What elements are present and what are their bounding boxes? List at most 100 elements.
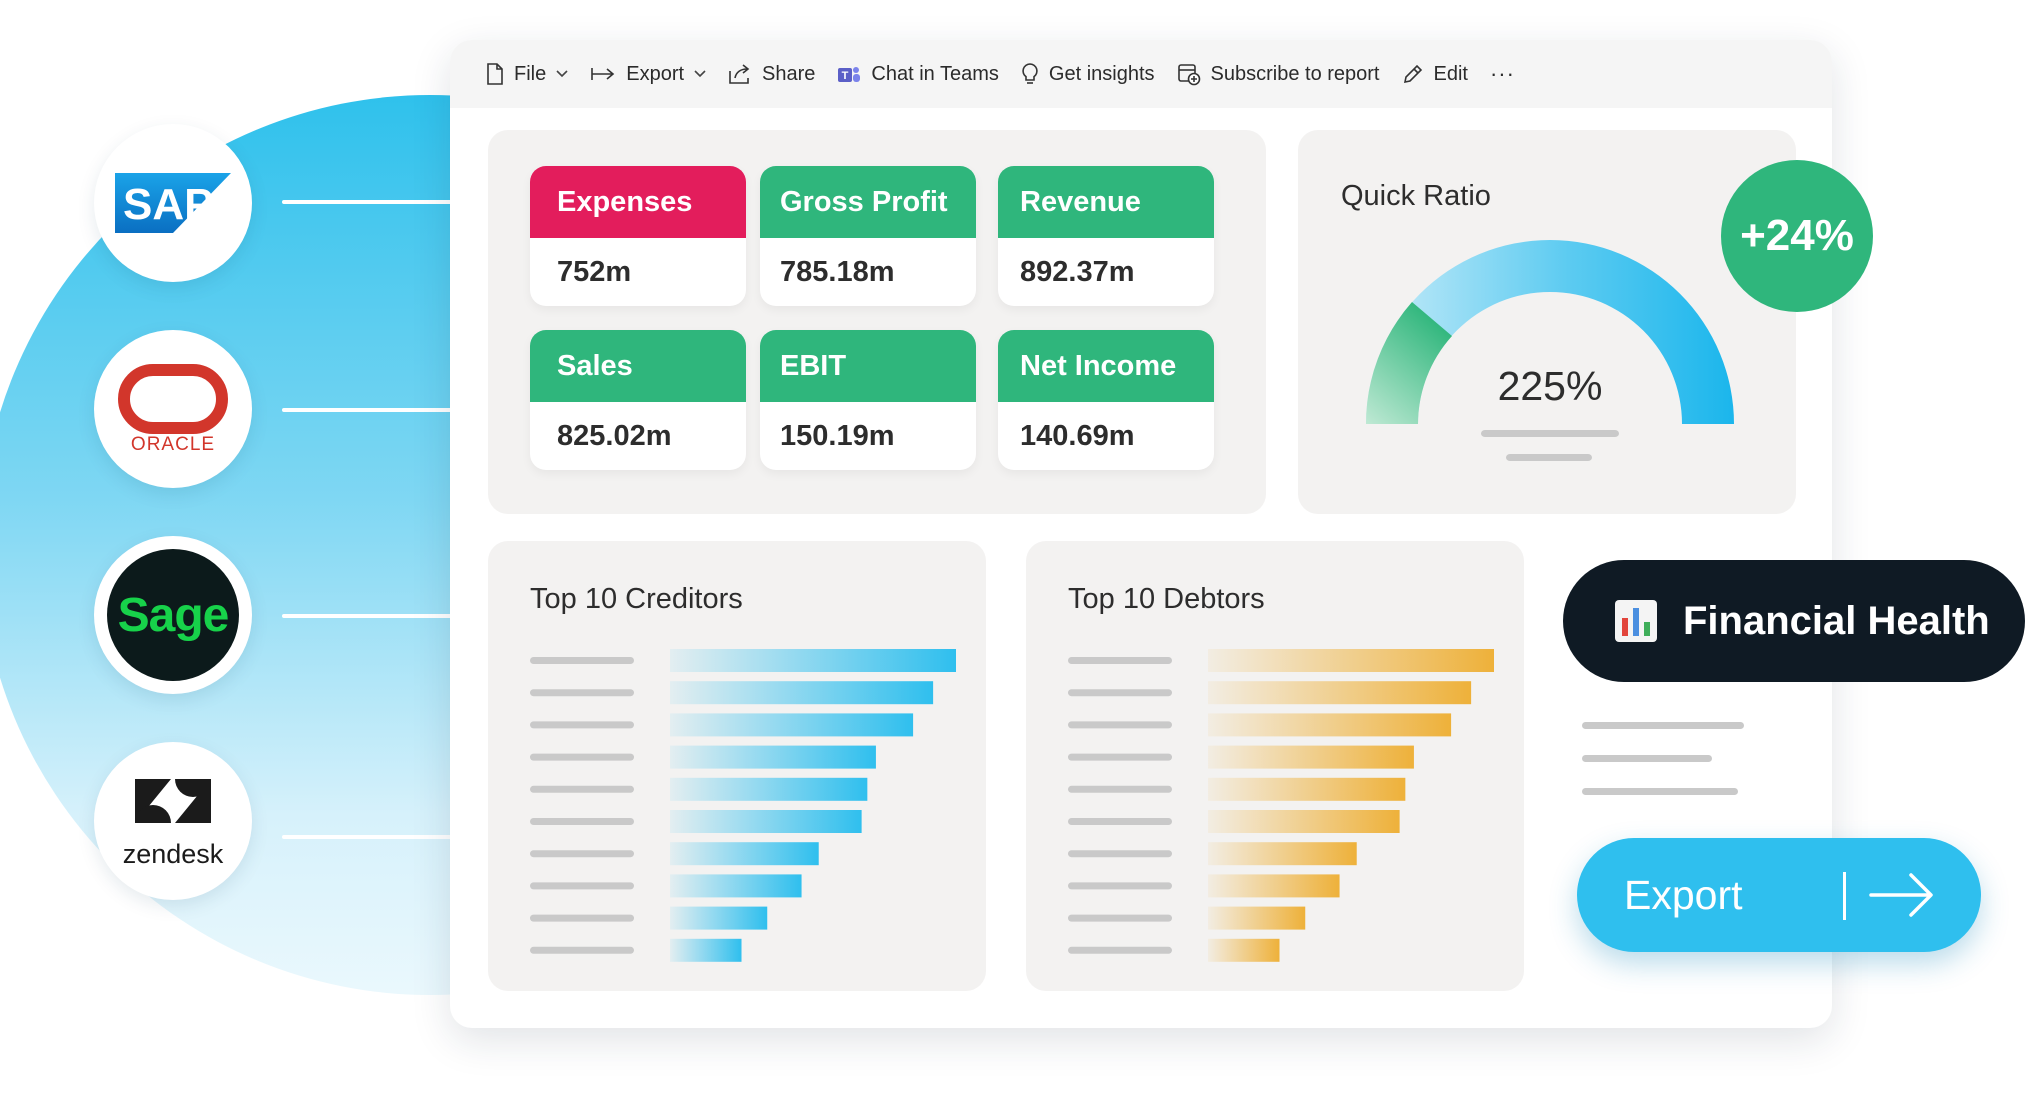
bar <box>1208 777 1406 801</box>
kpi-card-net-income[interactable]: Net Income 140.69m <box>998 330 1214 470</box>
skeleton-line <box>1582 755 1712 762</box>
toolbar-export-label: Export <box>626 62 685 85</box>
kpi-label: Revenue <box>998 166 1214 238</box>
bar <box>1208 938 1280 962</box>
connector-line <box>282 408 452 412</box>
zendesk-logo: zendesk <box>94 742 252 900</box>
kpi-card-expenses[interactable]: Expenses 752m <box>530 166 746 306</box>
sage-logo-text: Sage <box>117 588 230 642</box>
financial-health-label: Financial Health <box>1683 598 1990 643</box>
sage-logo: Sage <box>94 536 252 694</box>
toolbar-file-label: File <box>514 62 547 85</box>
export-button[interactable]: Export <box>1577 838 1981 952</box>
sap-logo-mark: SAP <box>115 173 231 233</box>
bar-label-placeholder <box>530 689 634 697</box>
kpi-card-ebit[interactable]: EBIT 150.19m <box>760 330 976 470</box>
bar <box>670 681 934 705</box>
bar-label-placeholder <box>1068 882 1172 890</box>
kpi-label: Expenses <box>530 166 746 238</box>
toolbar-subscribe[interactable]: Subscribe to report <box>1177 62 1380 86</box>
bar-label-placeholder <box>1068 914 1172 922</box>
bar <box>1208 842 1357 866</box>
toolbar-get-insights[interactable]: Get insights <box>1021 62 1155 86</box>
toolbar-share[interactable]: Share <box>728 63 815 86</box>
bar <box>1208 649 1494 672</box>
kpi-label: EBIT <box>760 330 976 402</box>
toolbar-export[interactable]: Export <box>590 63 706 86</box>
kpi-value: 892.37m <box>1020 255 1135 288</box>
toolbar-subscribe-label: Subscribe to report <box>1210 62 1380 85</box>
bar-chart-icon <box>1615 600 1657 642</box>
kpi-card-sales[interactable]: Sales 825.02m <box>530 330 746 470</box>
bar-label-placeholder <box>1068 721 1172 729</box>
toolbar-insights-label: Get insights <box>1048 62 1155 85</box>
quick-ratio-change-badge: +24% <box>1721 160 1873 312</box>
connector-line <box>282 200 452 204</box>
sap-logo: SAP <box>94 124 252 282</box>
quick-ratio-gauge: 225% <box>1365 240 1734 461</box>
kpi-value: 150.19m <box>780 419 895 452</box>
bar <box>1208 745 1414 769</box>
debtors-title: Top 10 Debtors <box>1068 583 1265 615</box>
bar <box>670 745 876 769</box>
bar-label-placeholder <box>530 850 634 858</box>
toolbar-file[interactable]: File <box>486 63 568 86</box>
chevron-down-icon <box>694 70 706 78</box>
kpi-label: Gross Profit <box>760 166 976 238</box>
kpi-card-gross-profit[interactable]: Gross Profit 785.18m <box>760 166 976 306</box>
oracle-logo: ORACLE <box>94 330 252 488</box>
bar-label-placeholder <box>530 753 634 761</box>
bar-label-placeholder <box>1068 689 1172 697</box>
toolbar-chat-in-teams[interactable]: T Chat in Teams <box>837 63 999 86</box>
zendesk-logo-mark: zendesk <box>123 779 224 869</box>
document-icon <box>487 63 503 85</box>
bar-label-placeholder <box>1068 785 1172 793</box>
top-creditors-panel: Top 10 Creditors <box>488 541 986 991</box>
sage-logo-disc: Sage <box>107 549 239 681</box>
skeleton-line <box>1506 454 1592 461</box>
bar-label-placeholder <box>1068 657 1172 664</box>
kpi-value: 825.02m <box>557 419 672 452</box>
bar-label-placeholder <box>530 946 634 954</box>
bar-label-placeholder <box>530 818 634 825</box>
kpi-card-revenue[interactable]: Revenue 892.37m <box>998 166 1214 306</box>
bar-label-placeholder <box>530 721 634 729</box>
bar <box>670 777 868 801</box>
quick-ratio-panel: Quick Ratio 225% <box>1298 130 1796 514</box>
skeleton-line <box>1582 788 1738 795</box>
export-button-label: Export <box>1624 871 1743 918</box>
subscribe-icon <box>1177 64 1200 86</box>
skeleton-line <box>1481 430 1619 437</box>
share-icon <box>729 64 750 84</box>
gauge-track <box>1366 240 1734 424</box>
debtors-bar-chart <box>1068 649 1494 962</box>
bar <box>670 842 819 866</box>
financial-health-button[interactable]: Financial Health <box>1563 560 2025 682</box>
creditors-bar-chart <box>530 649 956 962</box>
svg-text:T: T <box>842 70 849 82</box>
teams-icon: T <box>838 67 861 82</box>
bar <box>1208 906 1306 930</box>
bar-label-placeholder <box>1068 850 1172 858</box>
toolbar-edit[interactable]: Edit <box>1402 63 1468 86</box>
kpi-value: 140.69m <box>1020 419 1135 452</box>
export-divider <box>1843 872 1846 920</box>
toolbar-share-label: Share <box>762 62 816 85</box>
bar <box>1208 810 1400 833</box>
kpi-panel: Expenses 752m Gross Profit 785.18m Reven… <box>488 130 1266 514</box>
svg-text:ORACLE: ORACLE <box>131 434 215 454</box>
bar <box>670 906 768 930</box>
chevron-down-icon <box>556 70 568 78</box>
svg-text:SAP: SAP <box>123 180 213 229</box>
top-debtors-panel: Top 10 Debtors <box>1026 541 1524 991</box>
lightbulb-icon <box>1022 63 1038 84</box>
bar-label-placeholder <box>530 914 634 922</box>
bar <box>670 713 914 737</box>
toolbar-more[interactable]: ··· <box>1490 61 1515 87</box>
bar <box>1208 681 1472 705</box>
kpi-label: Sales <box>530 330 746 402</box>
bar-label-placeholder <box>530 785 634 793</box>
bar <box>670 938 742 962</box>
kpi-value: 785.18m <box>780 255 895 288</box>
svg-text:zendesk: zendesk <box>123 839 224 869</box>
